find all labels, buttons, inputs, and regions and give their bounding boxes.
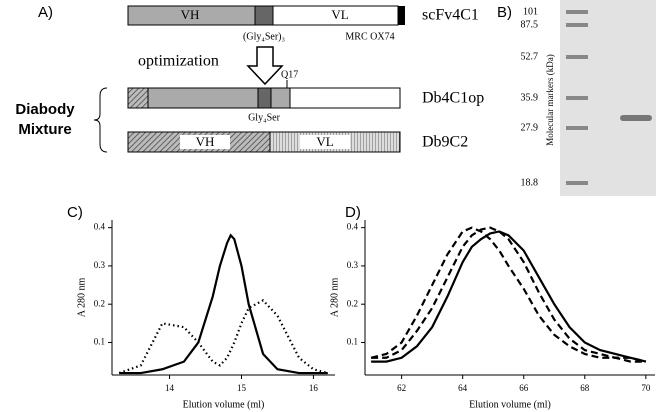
group-label: Mixture — [18, 121, 71, 138]
label-box — [180, 135, 230, 149]
vh-domain — [147, 87, 259, 109]
construct-name: scFv4C1 — [422, 7, 479, 24]
sample-band — [620, 115, 652, 121]
data-line — [371, 226, 647, 363]
marker-label: 35.9 — [521, 92, 539, 103]
linker — [257, 87, 272, 109]
panel-label: C) — [67, 204, 83, 221]
data-line — [119, 233, 328, 375]
domain-label: VH — [196, 134, 215, 149]
y-tick-label: 0.3 — [347, 260, 359, 270]
x-tick-label: 15 — [237, 383, 247, 393]
tag — [398, 6, 405, 25]
data-line — [118, 299, 329, 375]
y-axis-title: A 280 nm — [76, 278, 87, 318]
tag — [127, 87, 149, 109]
y-tick-label: 0.4 — [347, 222, 359, 232]
construct-name: Db4C1op — [422, 90, 484, 107]
y-tick-label: 0.4 — [94, 222, 106, 232]
brace — [93, 87, 108, 153]
vl-domain — [270, 87, 291, 109]
panel-a: A) VH VL scFv4C1 (Gly₄Ser)₃ MRC OX74 opt… — [15, 4, 484, 153]
label-box — [300, 135, 350, 149]
data-line — [370, 226, 646, 363]
domain-label: VH — [181, 7, 200, 22]
panel-label: D) — [345, 204, 361, 221]
marker-label: 101 — [523, 6, 538, 17]
panel-label: A) — [38, 4, 53, 21]
x-tick-label: 14 — [165, 383, 175, 393]
marker-band — [566, 126, 588, 130]
marker-band — [566, 96, 588, 100]
mutation-label: Q17 — [281, 69, 298, 80]
x-axis-title: Elution volume (ml) — [183, 399, 265, 410]
y-tick-label: 0.3 — [94, 260, 106, 270]
y-axis-title: A 280 nm — [329, 278, 340, 318]
marker-label: 87.5 — [521, 19, 539, 30]
vl-domain — [289, 87, 401, 109]
marker-label: 27.9 — [521, 122, 539, 133]
linker-label: (Gly₄Ser)₃ — [243, 31, 285, 42]
y-tick-label: 0.1 — [94, 337, 105, 347]
x-tick-label: 68 — [580, 383, 590, 393]
linker — [254, 5, 274, 26]
domain-label: VL — [331, 7, 348, 22]
x-tick-label: 16 — [309, 383, 319, 393]
x-tick-label: 66 — [519, 383, 529, 393]
x-tick-label: 70 — [641, 383, 651, 393]
panel-label: B) — [497, 4, 512, 21]
axis-label: Molecular markers (kDa) — [545, 54, 555, 145]
x-tick-label: 62 — [397, 383, 406, 393]
group-label: Diabody — [15, 101, 75, 118]
construct-name: Db9C2 — [422, 134, 468, 151]
marker-label: 52.7 — [521, 51, 539, 62]
y-tick-label: 0.2 — [94, 298, 105, 308]
data-line — [371, 230, 647, 363]
x-tick-label: 64 — [458, 383, 468, 393]
source-label: MRC OX74 — [345, 31, 394, 42]
marker-band — [566, 55, 588, 59]
marker-band — [566, 10, 588, 14]
domain-label: VL — [316, 134, 333, 149]
marker-label: 18.8 — [521, 177, 539, 188]
marker-band — [566, 23, 588, 27]
x-axis-title: Elution volume (ml) — [469, 399, 551, 410]
step-label: optimization — [138, 53, 219, 70]
y-tick-label: 0.1 — [347, 337, 358, 347]
arrow — [246, 46, 284, 86]
linker-label: Gly₄Ser — [248, 112, 280, 123]
panel-b: B) Molecular markers (kDa) 101 87.5 52.7 35… — [497, 0, 656, 196]
marker-band — [566, 181, 588, 185]
y-tick-label: 0.2 — [347, 298, 358, 308]
